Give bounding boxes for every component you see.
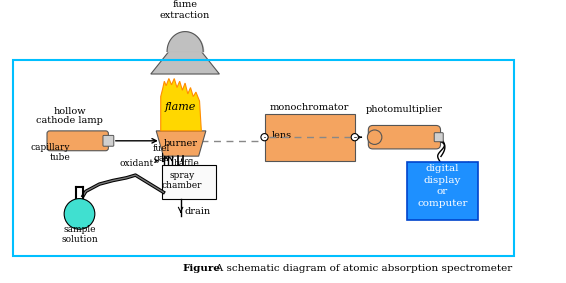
Text: fuel
gas: fuel gas [153,144,170,163]
Text: monochromator: monochromator [270,103,349,112]
FancyBboxPatch shape [103,135,114,146]
Text: fume
extraction: fume extraction [160,1,210,20]
FancyBboxPatch shape [368,125,440,149]
Bar [12,60,513,256]
Text: spray
chamber: spray chamber [162,171,203,190]
Text: : A schematic diagram of atomic absorption spectrometer: : A schematic diagram of atomic absorpti… [209,265,513,273]
Circle shape [351,134,358,141]
Text: oxidant: oxidant [119,159,153,168]
Polygon shape [161,78,201,131]
Text: Figure: Figure [182,265,220,273]
Text: hollow
cathode lamp: hollow cathode lamp [36,107,103,125]
Polygon shape [156,131,206,156]
Text: photomultiplier: photomultiplier [366,105,443,114]
Circle shape [64,199,95,229]
Circle shape [261,134,268,141]
Text: burner: burner [164,139,198,148]
FancyBboxPatch shape [434,133,443,142]
Bar [407,162,478,220]
Text: baffle: baffle [173,159,199,168]
Text: capillary
tube: capillary tube [31,143,70,162]
FancyBboxPatch shape [47,131,108,151]
Bar [162,165,216,200]
Polygon shape [151,52,220,74]
Text: digital
display
or
computer: digital display or computer [417,164,468,208]
Bar [264,114,355,161]
Text: flame: flame [165,102,196,112]
Circle shape [367,130,382,144]
Text: sample
solution: sample solution [61,225,98,244]
Text: drain: drain [184,207,211,216]
Text: lens: lens [272,131,292,140]
